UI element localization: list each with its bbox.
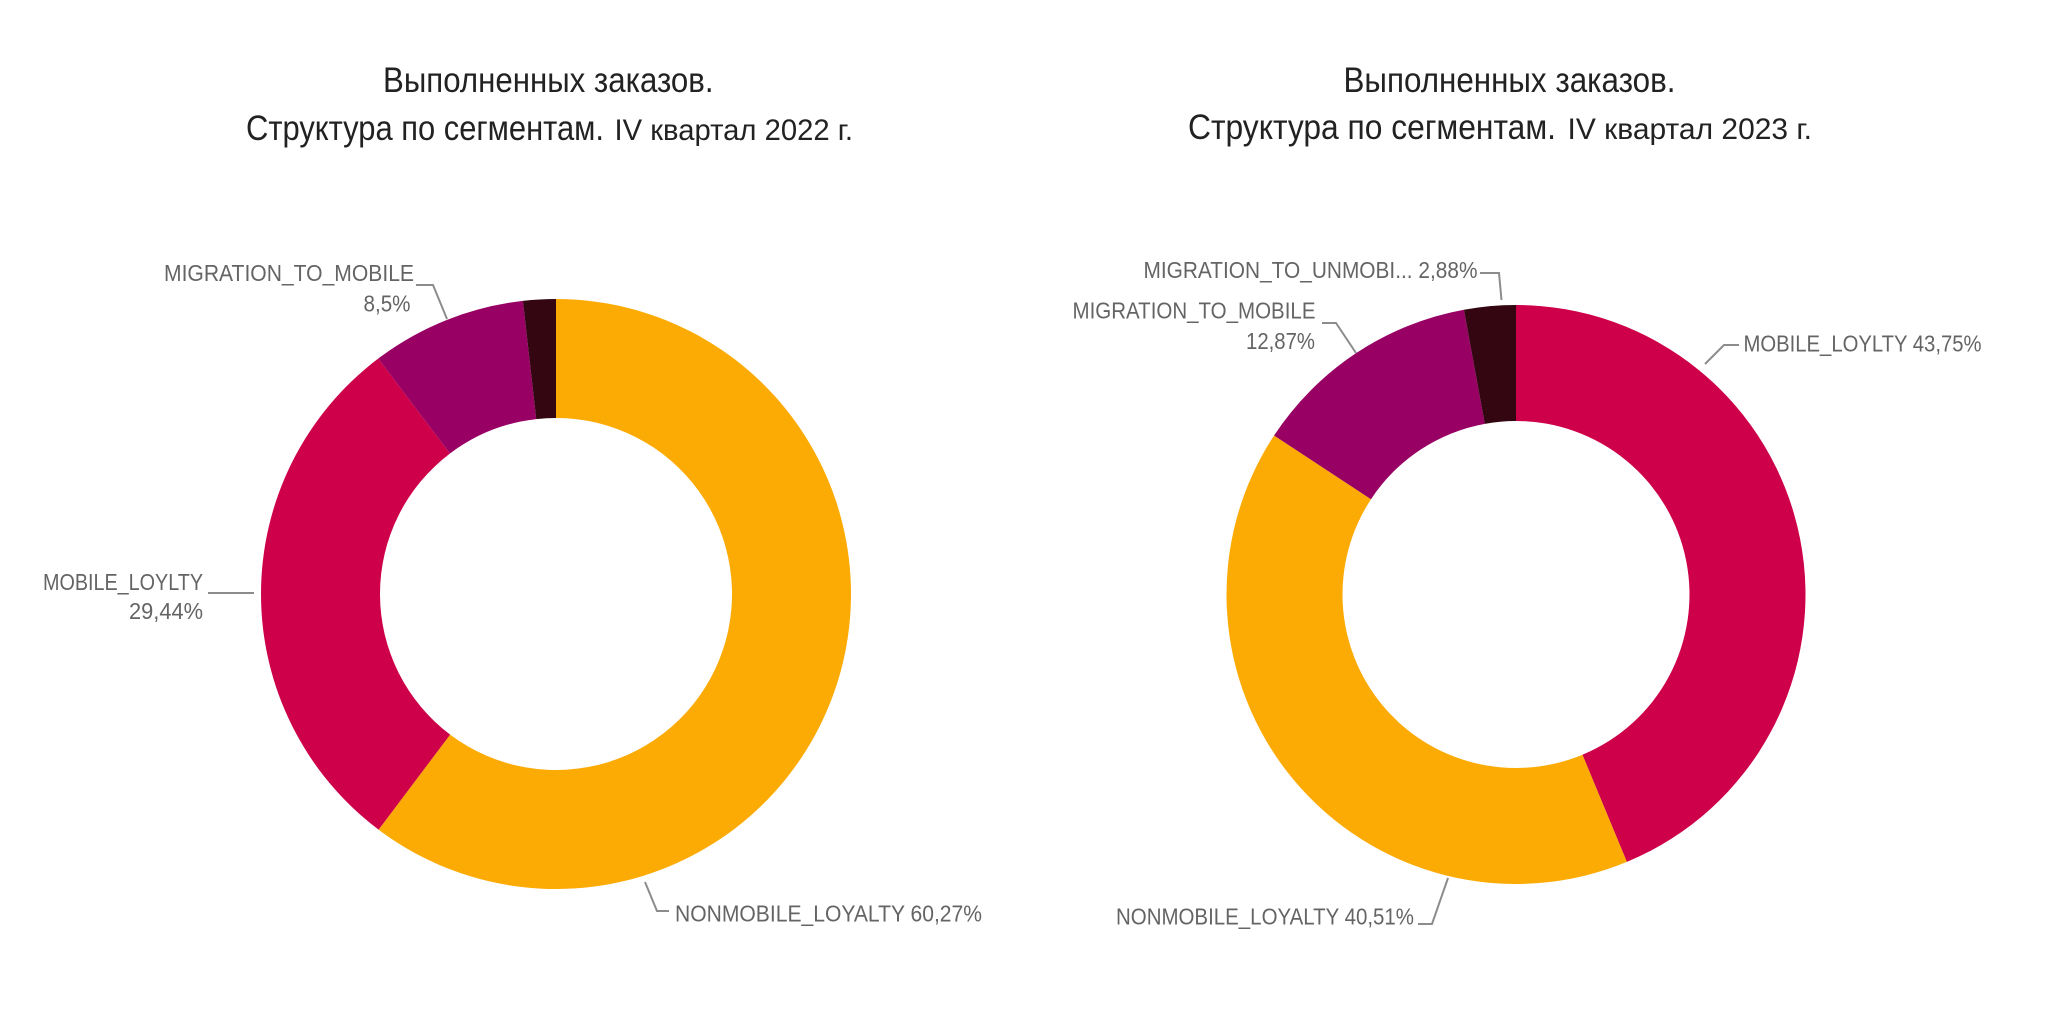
- svg-text:MIGRATION_TO_MOBILE: MIGRATION_TO_MOBILE: [1073, 298, 1316, 324]
- svg-text:8,5%: 8,5%: [364, 291, 411, 317]
- svg-text:NONMOBILE_LOYALTY 60,27%: NONMOBILE_LOYALTY 60,27%: [675, 901, 982, 927]
- svg-text:Структура по сегментам.: Структура по сегментам.: [1188, 108, 1556, 147]
- svg-text:MIGRATION_TO_MOBILE: MIGRATION_TO_MOBILE: [164, 260, 414, 286]
- svg-text:IV квартал 2023 г.: IV квартал 2023 г.: [1568, 113, 1813, 146]
- svg-text:Выполненных заказов.: Выполненных заказов.: [383, 61, 714, 100]
- svg-text:Структура по сегментам.: Структура по сегментам.: [246, 109, 604, 148]
- svg-text:MOBILE_LOYLTY 43,75%: MOBILE_LOYLTY 43,75%: [1744, 331, 1982, 357]
- svg-text:Выполненных заказов.: Выполненных заказов.: [1344, 61, 1676, 100]
- svg-text:12,87%: 12,87%: [1246, 328, 1315, 354]
- svg-text:29,44%: 29,44%: [129, 598, 203, 624]
- svg-text:IV квартал 2022 г.: IV квартал 2022 г.: [615, 114, 854, 147]
- svg-text:NONMOBILE_LOYALTY 40,51%: NONMOBILE_LOYALTY 40,51%: [1116, 904, 1414, 930]
- svg-text:MOBILE_LOYLTY: MOBILE_LOYLTY: [43, 569, 203, 595]
- svg-text:MIGRATION_TO_UNMOBI... 2,88%: MIGRATION_TO_UNMOBI... 2,88%: [1144, 257, 1478, 283]
